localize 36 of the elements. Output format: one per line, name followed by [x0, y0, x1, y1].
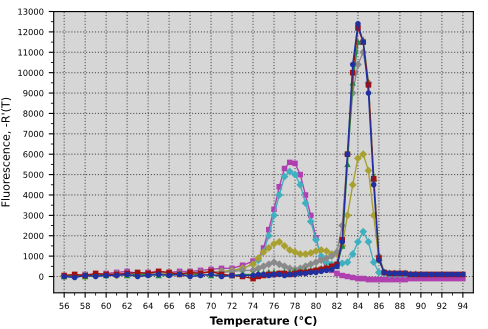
y-tick-label: 9000: [23, 90, 44, 96]
x-tick-label: 88: [395, 302, 405, 309]
x-tick-label: 72: [227, 302, 237, 309]
y-tick-label: 11000: [18, 49, 44, 56]
x-tick-label: 66: [164, 302, 174, 309]
x-tick-label: 62: [122, 302, 132, 309]
y-tick-label: 4000: [23, 192, 44, 198]
x-tick-label: 86: [374, 302, 384, 309]
y-tick-label: 6000: [23, 151, 44, 158]
x-tick-label: 76: [269, 302, 279, 309]
x-tick-label: 56: [60, 302, 69, 309]
x-tick-label: 90: [416, 302, 426, 309]
x-tick-label: 84: [353, 302, 363, 309]
x-tick-label: 74: [248, 302, 258, 309]
y-tick-label: 10000: [18, 70, 44, 76]
x-tick-label: 80: [311, 302, 321, 309]
y-tick-label: 12000: [18, 28, 44, 36]
x-tick-label: 64: [143, 302, 153, 309]
x-tick-label: 92: [437, 302, 446, 309]
x-tick-label: 78: [290, 302, 300, 309]
x-tick-label: 58: [80, 302, 90, 309]
y-axis-title: Fluorescence, -R'(T): [1, 98, 12, 206]
x-tick-label: 82: [332, 302, 342, 309]
x-axis-title: Temperature (°C): [210, 316, 316, 327]
x-tick-label: 70: [206, 302, 216, 309]
x-tick-label: 60: [101, 302, 111, 309]
x-tick-label: 68: [185, 302, 195, 309]
x-tick-label: 94: [458, 302, 468, 309]
y-tick-label: 1000: [24, 253, 44, 260]
y-tick-label: 13000: [18, 8, 44, 15]
y-tick-label: 2000: [23, 232, 44, 240]
y-tick-label: 5000: [23, 172, 44, 178]
y-tick-label: 3000: [23, 212, 44, 219]
y-tick-label: 8000: [23, 110, 44, 117]
y-tick-label: 0: [39, 273, 44, 280]
y-tick-label: 7000: [23, 130, 44, 138]
